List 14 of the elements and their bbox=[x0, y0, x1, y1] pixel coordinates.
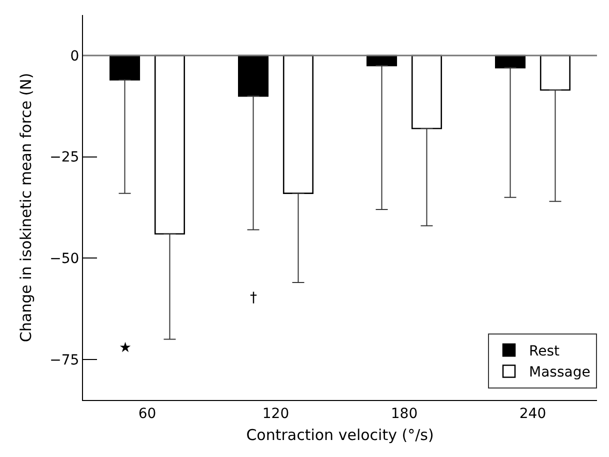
y-axis-title: Change in isokinetic mean force (N) bbox=[16, 72, 35, 342]
y-tick-label: −50 bbox=[50, 251, 80, 268]
legend-label: Massage bbox=[529, 364, 590, 381]
x-axis-title: Contraction velocity (°/s) bbox=[246, 426, 434, 444]
y-tick-label: −75 bbox=[50, 352, 80, 368]
x-tick-label: 60 bbox=[138, 406, 156, 422]
x-tick-label: 240 bbox=[519, 406, 546, 422]
annotation: † bbox=[250, 290, 257, 306]
x-tick-label: 120 bbox=[262, 406, 290, 422]
y-tick-label: 0 bbox=[70, 48, 80, 64]
annotation: ★ bbox=[119, 340, 132, 356]
y-tick-label: −25 bbox=[50, 150, 80, 166]
legend-label: Rest bbox=[529, 344, 560, 360]
x-tick-label: 180 bbox=[390, 406, 418, 422]
